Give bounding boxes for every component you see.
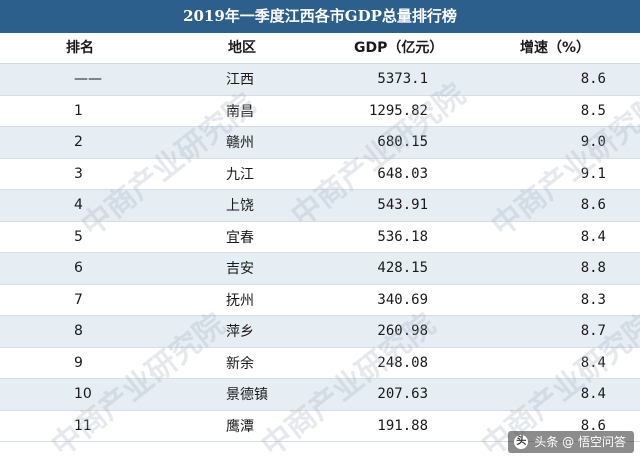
rate-cell: 8.6	[480, 64, 640, 96]
gdp-cell: 543.91	[310, 189, 480, 222]
source-badge: 头 头条 @ 悟空问答	[508, 431, 634, 453]
gdp-cell: 680.15	[310, 126, 480, 159]
gdp-cell: 428.15	[310, 252, 480, 285]
badge-text: 头条 @ 悟空问答	[534, 435, 626, 449]
table-header-row: 排名 地区 GDP（亿元） 增速（%）	[0, 33, 640, 64]
gdp-cell: 207.63	[310, 378, 480, 411]
rank-cell: 2	[0, 126, 150, 159]
gdp-cell: 248.08	[310, 347, 480, 379]
rate-cell: 8.6	[480, 410, 640, 442]
rate-cell: 8.5	[480, 95, 640, 127]
toutiao-icon: 头	[514, 435, 529, 449]
region-cell: 景德镇	[150, 378, 310, 411]
rank-cell: ——	[0, 64, 150, 96]
table-row: 8 萍乡 260.98 8.7	[0, 315, 640, 348]
rank-cell: 5	[0, 221, 150, 253]
region-cell: 上饶	[150, 189, 310, 222]
region-cell: 南昌	[150, 95, 310, 127]
rank-cell: 4	[0, 189, 150, 222]
region-cell: 宜春	[150, 221, 310, 253]
rank-cell: 11	[0, 410, 150, 442]
header-region: 地区	[228, 40, 256, 56]
gdp-cell: 536.18	[310, 221, 480, 253]
rate-cell: 8.4	[480, 221, 640, 253]
gdp-cell: 340.69	[310, 284, 480, 316]
region-cell: 江西	[150, 64, 310, 96]
table-body: —— 江西 5373.1 8.6 1 南昌 1295.82 8.5 2 赣州 680.15 9.0 3 九…	[0, 64, 640, 442]
table-row: —— 江西 5373.1 8.6	[0, 64, 640, 96]
header-rank: 排名	[66, 40, 94, 56]
rate-cell: 8.6	[480, 189, 640, 222]
rank-cell: 3	[0, 158, 150, 190]
table-row: 3 九江 648.03 9.1	[0, 158, 640, 190]
region-cell: 鹰潭	[150, 410, 310, 442]
gdp-cell: 260.98	[310, 315, 480, 348]
table-title: 2019年一季度江西各市GDP总量排行榜	[0, 0, 640, 33]
region-cell: 吉安	[150, 252, 310, 285]
rate-cell: 8.4	[480, 378, 640, 411]
table-row: 7 抚州 340.69 8.3	[0, 284, 640, 316]
rank-cell: 10	[0, 378, 150, 411]
table-row: 10 景德镇 207.63 8.4	[0, 378, 640, 411]
region-cell: 九江	[150, 158, 310, 190]
gdp-cell: 1295.82	[310, 95, 480, 127]
rate-cell: 8.8	[480, 252, 640, 285]
table-row: 2 赣州 680.15 9.0	[0, 126, 640, 159]
header-rate: 增速（%）	[520, 40, 591, 56]
rate-cell: 9.0	[480, 126, 640, 159]
table-row: 5 宜春 536.18 8.4	[0, 221, 640, 253]
rank-cell: 6	[0, 252, 150, 285]
table-row: 11 鹰潭 191.88 8.6	[0, 410, 640, 442]
region-cell: 萍乡	[150, 315, 310, 348]
header-gdp: GDP（亿元）	[354, 40, 444, 56]
rank-cell: 8	[0, 315, 150, 348]
table-row: 6 吉安 428.15 8.8	[0, 252, 640, 285]
region-cell: 赣州	[150, 126, 310, 159]
rate-cell: 8.4	[480, 347, 640, 379]
table-row: 9 新余 248.08 8.4	[0, 347, 640, 379]
gdp-cell: 191.88	[310, 410, 480, 442]
gdp-cell: 648.03	[310, 158, 480, 190]
table-row: 4 上饶 543.91 8.6	[0, 189, 640, 222]
rank-cell: 7	[0, 284, 150, 316]
table-row: 1 南昌 1295.82 8.5	[0, 95, 640, 127]
region-cell: 抚州	[150, 284, 310, 316]
rate-cell: 9.1	[480, 158, 640, 190]
rate-cell: 8.3	[480, 284, 640, 316]
rate-cell: 8.7	[480, 315, 640, 348]
rank-cell: 9	[0, 347, 150, 379]
gdp-cell: 5373.1	[310, 64, 480, 96]
region-cell: 新余	[150, 347, 310, 379]
rank-cell: 1	[0, 95, 150, 127]
gdp-table: —— 江西 5373.1 8.6 1 南昌 1295.82 8.5 2 赣州 680.15 9.0 3 九…	[0, 64, 640, 442]
